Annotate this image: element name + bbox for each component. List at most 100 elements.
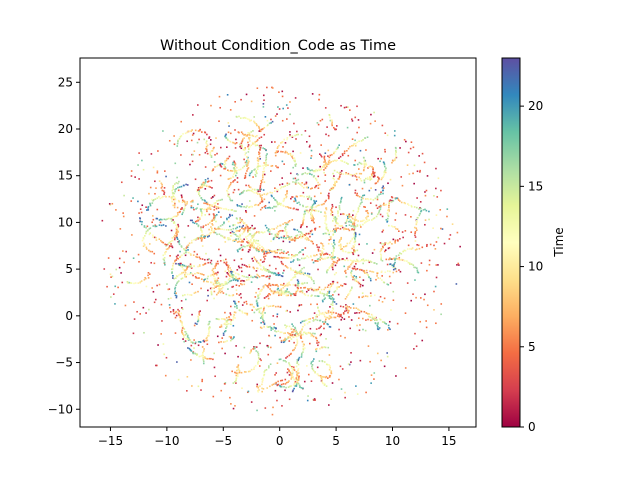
data-point — [148, 249, 150, 252]
data-point — [288, 281, 291, 284]
data-point — [200, 213, 203, 216]
data-point — [292, 349, 294, 352]
data-point — [346, 126, 349, 129]
data-point — [248, 244, 251, 247]
data-point — [282, 359, 285, 362]
data-point — [225, 263, 228, 266]
data-point — [261, 316, 264, 318]
data-point — [403, 138, 406, 141]
data-point — [160, 239, 162, 242]
data-point — [321, 203, 324, 206]
data-point — [310, 255, 312, 258]
data-point — [254, 247, 257, 250]
data-point — [266, 275, 269, 278]
data-point — [324, 167, 327, 169]
data-point — [268, 249, 271, 252]
data-point — [359, 203, 362, 205]
data-point — [183, 200, 185, 202]
data-point — [258, 232, 260, 234]
data-point — [337, 227, 339, 230]
data-point — [394, 158, 396, 160]
data-point — [268, 233, 271, 235]
data-point — [387, 247, 390, 250]
data-point — [238, 225, 241, 228]
data-point — [332, 311, 335, 314]
data-point — [235, 210, 237, 212]
data-point — [277, 256, 280, 258]
data-point — [234, 302, 236, 305]
data-point — [376, 319, 378, 321]
data-point — [328, 354, 331, 356]
data-point — [316, 339, 318, 342]
data-point — [257, 248, 260, 251]
data-point — [255, 231, 258, 233]
data-point — [186, 201, 188, 203]
data-point — [303, 215, 305, 218]
data-point — [186, 202, 188, 205]
data-point — [210, 231, 212, 234]
data-point — [257, 295, 259, 298]
data-point — [228, 237, 230, 239]
data-point — [344, 173, 347, 175]
data-point — [295, 272, 298, 275]
data-point — [329, 366, 332, 369]
data-point — [123, 261, 125, 264]
data-point — [412, 172, 414, 175]
data-point — [282, 240, 285, 243]
data-point — [182, 338, 184, 340]
data-point — [307, 318, 310, 320]
data-point — [354, 144, 357, 147]
data-point — [261, 314, 264, 317]
data-point — [306, 195, 308, 198]
data-point — [198, 311, 201, 313]
data-point — [422, 209, 425, 211]
data-point — [345, 296, 348, 298]
data-point — [294, 198, 297, 201]
data-point — [253, 368, 255, 370]
data-point — [290, 294, 292, 297]
data-point — [296, 289, 299, 292]
data-point — [339, 173, 342, 176]
data-point — [200, 214, 203, 217]
data-point — [154, 298, 157, 301]
data-point — [139, 313, 142, 315]
data-point — [312, 206, 315, 209]
data-point — [250, 205, 253, 208]
data-point — [305, 319, 308, 321]
data-point — [302, 205, 305, 208]
data-point — [428, 210, 430, 213]
data-point — [263, 170, 266, 173]
data-point — [115, 268, 118, 271]
data-point — [243, 238, 245, 241]
data-point — [258, 137, 261, 139]
data-point — [383, 163, 386, 166]
x-tick-label: −15 — [98, 434, 123, 448]
data-point — [313, 195, 316, 198]
data-point — [284, 185, 286, 187]
data-point — [321, 360, 324, 362]
data-point — [241, 226, 243, 229]
data-point — [326, 294, 328, 296]
data-point — [290, 338, 293, 340]
data-point — [325, 207, 328, 209]
data-point — [210, 226, 212, 228]
data-point — [204, 357, 207, 360]
data-point — [365, 312, 368, 314]
data-point — [412, 146, 415, 149]
data-point — [234, 311, 237, 314]
data-point — [281, 140, 284, 143]
data-point — [376, 271, 378, 274]
data-point — [302, 191, 305, 194]
data-point — [363, 222, 366, 224]
data-point — [221, 223, 224, 226]
data-point — [291, 323, 293, 325]
data-point — [255, 248, 258, 251]
data-point — [395, 255, 398, 257]
data-point — [252, 130, 254, 132]
data-point — [241, 139, 244, 142]
data-point — [263, 297, 266, 299]
data-point — [186, 245, 188, 248]
data-point — [258, 244, 261, 247]
colorbar-tick-label: 10 — [528, 260, 543, 274]
data-point — [168, 245, 171, 247]
